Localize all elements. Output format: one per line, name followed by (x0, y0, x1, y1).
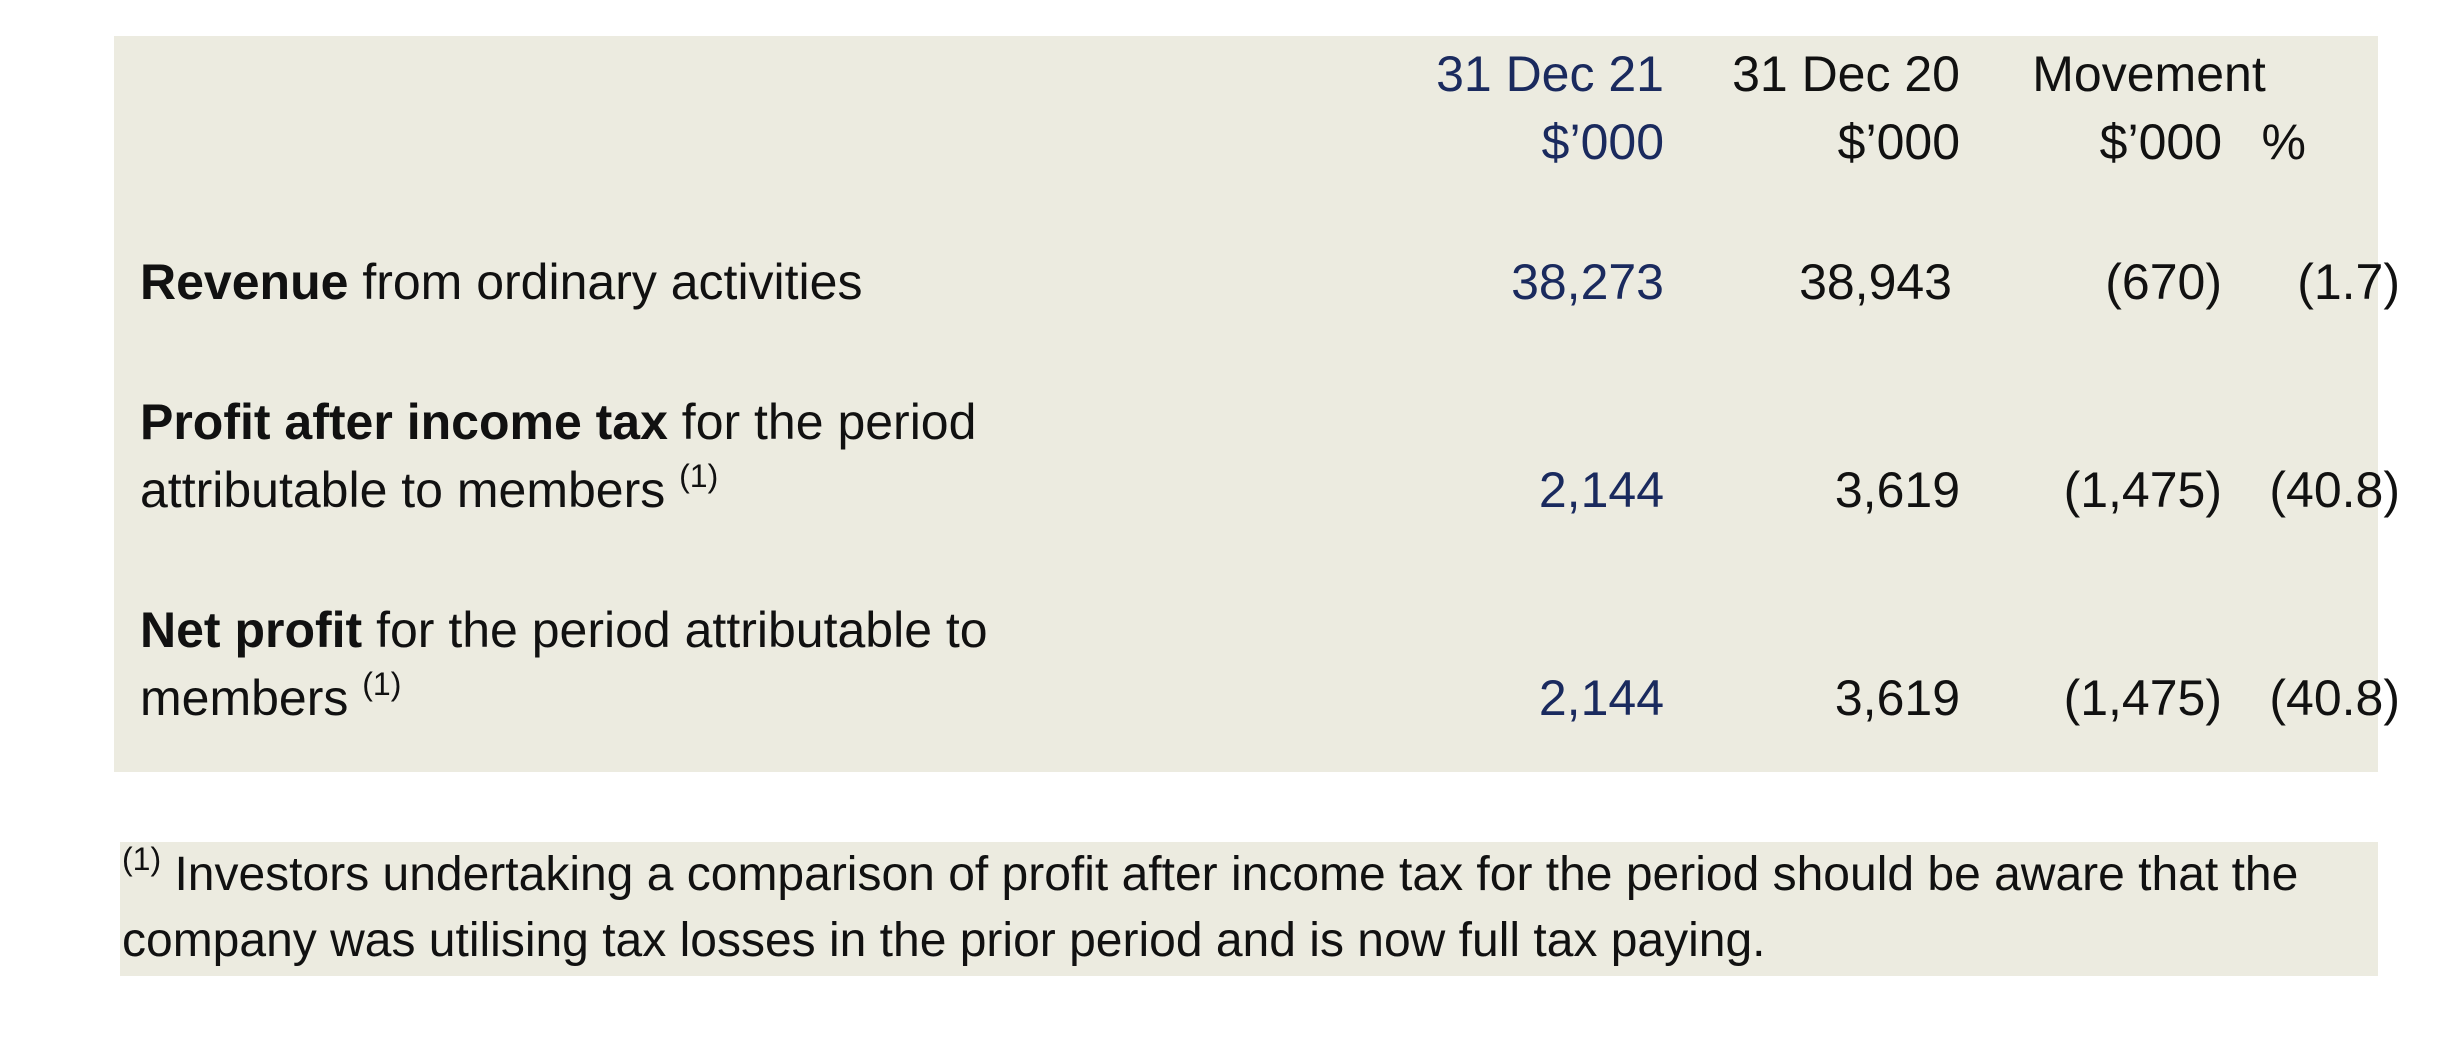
row-label-revenue: Revenue from ordinary activities (140, 254, 863, 310)
footnote-marker: (1) (122, 841, 162, 877)
row-label-net-profit-line2: members (1) (140, 666, 402, 726)
revenue-percent: (1.7) (2297, 254, 2400, 310)
footnote-text: Investors undertaking a comparison of pr… (122, 848, 2299, 967)
revenue-prior: 38,943 (1799, 254, 1952, 310)
header-movement-percent: % (2261, 114, 2306, 170)
footnote-ref: (1) (679, 458, 719, 494)
revenue-current: 38,273 (1511, 254, 1664, 310)
profit-after-tax-prior: 3,619 (1834, 462, 1960, 518)
row-label-profit-after-tax-line2: attributable to members (1) (140, 458, 719, 518)
net-profit-percent: (40.8) (2269, 670, 2400, 726)
results-table: 31 Dec 21 $’000 31 Dec 20 $’000 Movement… (114, 36, 2400, 772)
profit-after-tax-movement: (1,475) (2063, 462, 2222, 518)
net-profit-prior: 3,619 (1834, 670, 1960, 726)
header-current-unit: $’000 (1541, 114, 1664, 170)
header-prior-period: 31 Dec 20 (1732, 46, 1960, 102)
header-current-period: 31 Dec 21 (1436, 46, 1664, 102)
header-movement: Movement (2032, 46, 2266, 102)
header-movement-unit: $’000 (2099, 114, 2222, 170)
profit-after-tax-percent: (40.8) (2269, 462, 2400, 518)
profit-after-tax-current: 2,144 (1538, 462, 1664, 518)
row-label-net-profit: Net profit for the period attributable t… (140, 602, 988, 658)
revenue-movement: (670) (2105, 254, 2222, 310)
footnote: (1) Investors undertaking a comparison o… (120, 842, 2378, 976)
row-label-profit-after-tax: Profit after income tax for the period (140, 394, 977, 450)
footnote-ref: (1) (362, 666, 402, 702)
net-profit-current: 2,144 (1538, 670, 1664, 726)
net-profit-movement: (1,475) (2063, 670, 2222, 726)
header-prior-unit: $’000 (1837, 114, 1960, 170)
